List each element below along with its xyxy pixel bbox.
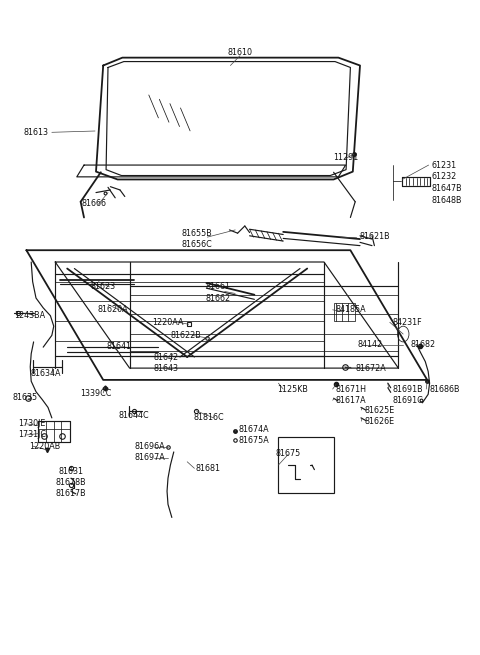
- Text: 1220AB: 1220AB: [29, 441, 60, 451]
- Text: 81643: 81643: [153, 364, 178, 373]
- Text: 81816C: 81816C: [193, 413, 224, 422]
- Text: 81682: 81682: [411, 340, 436, 349]
- Text: 81644C: 81644C: [118, 411, 149, 421]
- Text: 81610: 81610: [228, 48, 252, 57]
- Text: 81672A: 81672A: [355, 364, 386, 373]
- Text: 1731JC: 1731JC: [18, 430, 46, 440]
- Text: 81641: 81641: [107, 342, 132, 351]
- Text: 81622B: 81622B: [171, 331, 202, 340]
- Text: 1339CC: 1339CC: [80, 388, 112, 398]
- Text: 81617A: 81617A: [336, 396, 367, 405]
- Text: 81674A: 81674A: [239, 424, 269, 434]
- Text: 1125KB: 1125KB: [277, 384, 308, 394]
- Text: 81634A: 81634A: [30, 369, 61, 378]
- Text: 84142: 84142: [357, 340, 382, 349]
- Text: 81625E: 81625E: [365, 405, 395, 415]
- Text: 81626E: 81626E: [365, 417, 395, 426]
- Text: 81621B: 81621B: [359, 232, 390, 241]
- Text: 81655B: 81655B: [181, 229, 212, 238]
- Text: 81613: 81613: [23, 128, 48, 137]
- Text: 81642: 81642: [153, 353, 178, 362]
- Text: 81631: 81631: [59, 467, 84, 476]
- Text: 1220AA: 1220AA: [152, 318, 184, 327]
- Text: 81678B: 81678B: [56, 478, 86, 487]
- Text: 61232: 61232: [432, 172, 457, 181]
- Text: 81656C: 81656C: [181, 240, 212, 249]
- Text: 81647B: 81647B: [432, 184, 463, 193]
- Text: 81686B: 81686B: [430, 384, 460, 394]
- Text: 84231F: 84231F: [393, 318, 422, 327]
- Text: 81666: 81666: [81, 198, 106, 208]
- Text: 81617B: 81617B: [56, 489, 86, 498]
- Text: 81691C: 81691C: [393, 396, 423, 405]
- Text: 1730JE: 1730JE: [18, 419, 46, 428]
- Text: 81675A: 81675A: [239, 436, 269, 445]
- Text: 81648B: 81648B: [432, 196, 463, 205]
- Text: 81635: 81635: [12, 393, 37, 402]
- Text: 81620A: 81620A: [97, 305, 128, 314]
- Text: 81661: 81661: [206, 282, 231, 291]
- Text: 81662: 81662: [206, 293, 231, 303]
- Text: 81696A: 81696A: [134, 442, 165, 451]
- Text: 81675: 81675: [276, 449, 300, 458]
- Text: 11291: 11291: [333, 153, 358, 162]
- Text: 81681: 81681: [196, 464, 221, 473]
- Text: 81697A: 81697A: [134, 453, 165, 462]
- Text: 81691B: 81691B: [393, 384, 423, 394]
- Text: 81623: 81623: [91, 282, 116, 291]
- Text: 84185A: 84185A: [336, 305, 367, 314]
- Text: 61231: 61231: [432, 160, 457, 170]
- Text: 1243BA: 1243BA: [14, 311, 46, 320]
- Text: 81671H: 81671H: [336, 384, 367, 394]
